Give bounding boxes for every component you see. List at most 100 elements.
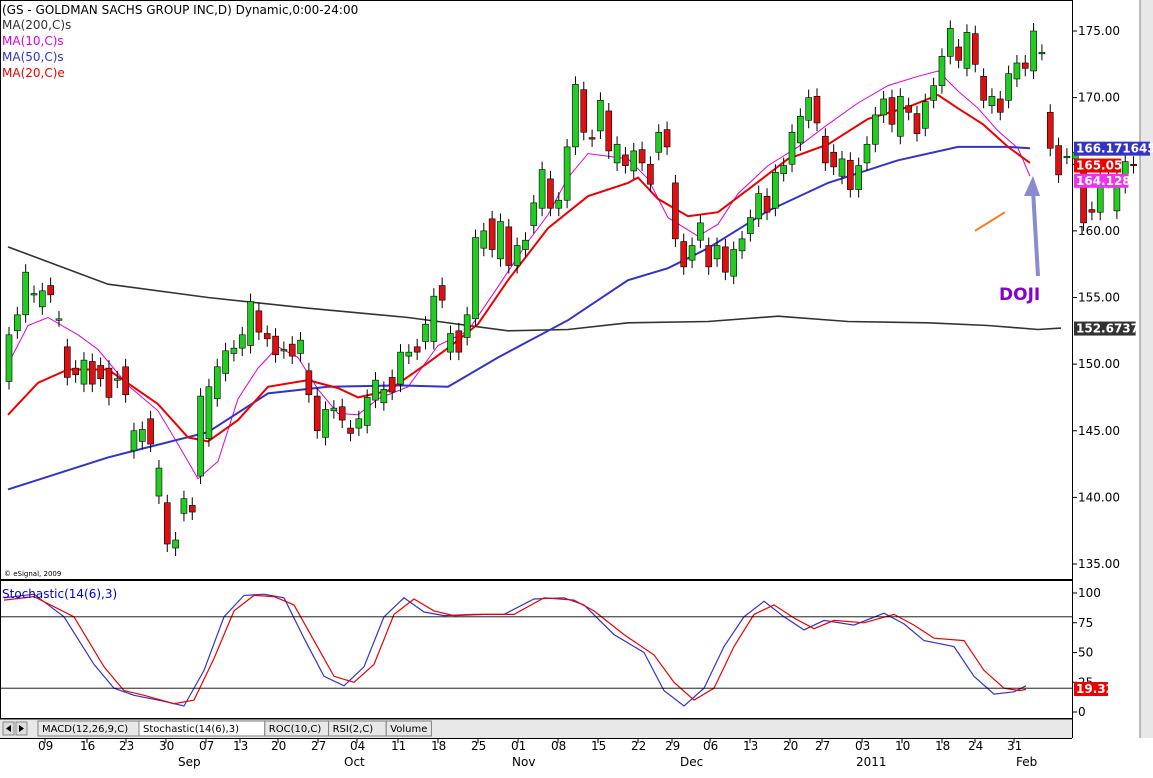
- x-tick-label: 20: [271, 739, 286, 753]
- candle: [47, 277, 54, 303]
- ma200-line: [7, 246, 1062, 332]
- candle: [672, 174, 679, 247]
- candle: [563, 138, 571, 209]
- candle: [1038, 44, 1046, 61]
- candle: [122, 358, 129, 403]
- candle: [388, 369, 396, 401]
- candle: [288, 336, 296, 365]
- candle: [738, 230, 746, 259]
- stoch-red-line: [3, 594, 1027, 705]
- candle: [772, 164, 779, 217]
- candle: [813, 88, 821, 131]
- tab-volume[interactable]: Volume: [385, 720, 432, 737]
- candle: [722, 238, 729, 281]
- candle: [22, 264, 29, 323]
- candle: [930, 77, 937, 109]
- candle: [797, 108, 804, 151]
- candle: [138, 421, 146, 450]
- x-tick-label: 25: [471, 739, 486, 753]
- candle: [14, 306, 21, 339]
- x-tick-label: 27: [311, 739, 326, 753]
- x-tick-label: 31: [1007, 739, 1022, 753]
- tab-macd-12-26-9-c-[interactable]: MACD(12,26,9,C): [37, 720, 140, 737]
- candle: [838, 150, 846, 185]
- candle: [147, 410, 154, 453]
- candle: [763, 188, 771, 221]
- x-month-label: Feb: [1016, 755, 1037, 769]
- candle: [705, 237, 713, 275]
- candle: [422, 316, 429, 350]
- price-tick-label: 175.00: [1078, 24, 1120, 38]
- tab-scroll-left[interactable]: [2, 721, 15, 736]
- candle: [238, 326, 246, 357]
- tab-scroll-right[interactable]: [15, 721, 28, 736]
- svg-text:RSI(2,C): RSI(2,C): [333, 724, 374, 735]
- x-tick-label: 27: [815, 739, 830, 753]
- candle: [305, 362, 313, 403]
- candle: [488, 210, 496, 258]
- candle: [55, 310, 63, 327]
- price-tick-label: 150.00: [1078, 357, 1120, 371]
- candle: [572, 76, 579, 155]
- x-tick-label: 09: [38, 739, 53, 753]
- candle: [946, 20, 954, 65]
- x-tick-label: 16: [80, 739, 95, 753]
- x-tick-label: 18: [935, 739, 950, 753]
- candle: [747, 209, 754, 242]
- x-tick-label: 15: [591, 739, 606, 753]
- x-month-label: Nov: [512, 755, 535, 769]
- candle: [897, 88, 904, 145]
- candle: [622, 146, 629, 174]
- x-month-label: 2011: [856, 755, 887, 769]
- x-tick-label: 29: [665, 739, 680, 753]
- x-month-label: Sep: [178, 755, 201, 769]
- candle: [580, 81, 588, 141]
- candle: [880, 90, 887, 123]
- candle: [588, 129, 596, 147]
- candle: [680, 233, 688, 275]
- x-tick-label: 06: [703, 739, 718, 753]
- candle: [313, 388, 321, 439]
- candle: [297, 332, 304, 362]
- x-month-label: Oct: [344, 755, 365, 769]
- price-value-label: 165.05: [1074, 158, 1122, 173]
- x-tick-label: 03: [855, 739, 870, 753]
- candle: [955, 38, 962, 69]
- tab-rsi-2-c-[interactable]: RSI(2,C): [328, 720, 387, 737]
- candle: [1013, 54, 1021, 87]
- candle: [697, 214, 704, 249]
- price-tick-label: 155.00: [1078, 291, 1120, 305]
- candle: [397, 344, 404, 393]
- tab-stochastic-14-6-3-[interactable]: Stochastic(14(6),3): [138, 720, 266, 737]
- candle: [1063, 148, 1071, 165]
- candle: [830, 144, 837, 175]
- svg-text:Volume: Volume: [390, 724, 427, 735]
- candle: [355, 410, 363, 437]
- candle: [538, 161, 546, 217]
- candle: [372, 372, 379, 409]
- candle: [163, 494, 171, 553]
- candle: [971, 25, 979, 73]
- candle: [688, 237, 696, 269]
- candle: [155, 460, 163, 505]
- x-tick-label: 24: [968, 739, 983, 753]
- legend-ma20: MA(20,C)e: [2, 66, 65, 80]
- tab-roc-10-c-[interactable]: ROC(10,C): [264, 720, 330, 737]
- x-tick-label: 07: [199, 739, 214, 753]
- candle: [405, 344, 413, 365]
- candle: [863, 136, 871, 171]
- candle: [888, 89, 896, 133]
- candle: [822, 128, 829, 171]
- x-tick-label: 20: [783, 739, 798, 753]
- legend-ma50: MA(50,C)s: [2, 50, 64, 64]
- candle: [1088, 201, 1096, 221]
- candle: [280, 341, 288, 359]
- price-tick-label: 160.00: [1078, 224, 1120, 238]
- candle: [647, 156, 654, 193]
- candle: [39, 282, 46, 315]
- candle: [780, 157, 787, 182]
- candle: [1021, 54, 1029, 77]
- candle: [347, 420, 354, 442]
- svg-text:164.128: 164.128: [1076, 174, 1131, 188]
